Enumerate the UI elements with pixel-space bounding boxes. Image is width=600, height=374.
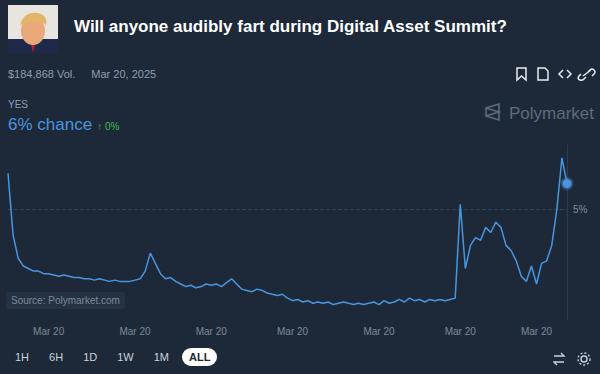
- html-text:ALL: ALL: [189, 351, 211, 363]
- html-text:Mar 20, 2025: Mar 20, 2025: [91, 68, 157, 80]
- html-text:$184,868 Vol.: $184,868 Vol.: [8, 68, 76, 80]
- html-text:Will anyone audibly fart durin: Will anyone audibly fart during Digital …: [74, 17, 507, 36]
- html-text:1M: 1M: [153, 351, 169, 363]
- html-text:1D: 1D: [83, 351, 98, 363]
- svg-text:Mar 20: Mar 20: [521, 326, 553, 337]
- svg-text:Mar 20: Mar 20: [196, 326, 228, 337]
- svg-text:Mar 20: Mar 20: [277, 326, 309, 337]
- svg-text:Mar 20: Mar 20: [445, 326, 477, 337]
- html-text:Polymarket: Polymarket: [509, 104, 594, 123]
- html-text:Source: Polymarket.com: Source: Polymarket.com: [11, 295, 120, 306]
- html-text:1H: 1H: [15, 351, 30, 363]
- html-text:1W: 1W: [117, 351, 134, 363]
- svg-text:Mar 20: Mar 20: [33, 326, 65, 337]
- svg-text:Mar 20: Mar 20: [363, 326, 395, 337]
- html-text:6H: 6H: [49, 351, 64, 363]
- html-text:YES: YES: [8, 99, 28, 110]
- svg-text:Mar 20: Mar 20: [119, 326, 151, 337]
- svg-text:5%: 5%: [573, 204, 588, 215]
- html-text:6% chance ↑ 0%: 6% chance ↑ 0%: [8, 115, 120, 134]
